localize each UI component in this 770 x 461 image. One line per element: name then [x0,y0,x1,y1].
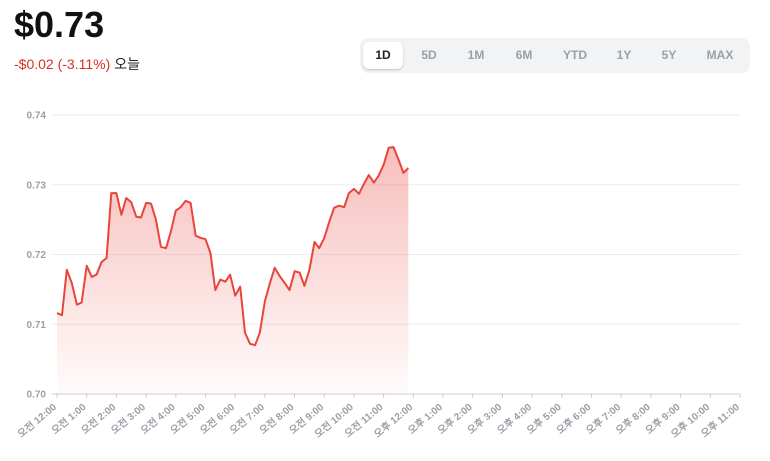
y-tick-label: 0.70 [27,390,47,401]
range-button[interactable]: 6M [515,48,533,62]
range-button[interactable]: 5Y [661,48,677,62]
change: -$0.02 (-3.11%) [14,56,111,72]
y-tick-label: 0.74 [27,111,47,122]
price: $0.73 [14,4,105,45]
price-change: -$0.02 (-3.11%) 오늘 [14,54,140,74]
y-tick-label: 0.73 [27,180,47,191]
range-button[interactable]: YTD [563,48,587,62]
range-button[interactable]: MAX [706,48,734,62]
range-button[interactable]: 1Y [616,48,632,62]
range-button[interactable]: 1M [467,48,485,62]
range-button[interactable]: 5D [421,48,437,62]
range-selector: 1D 5D 1M 6M YTD 1Y 5Y MAX [360,38,750,73]
line [56,146,410,347]
x-tick-label: 오전 12:00 [15,400,60,440]
period: 오늘 [114,56,140,72]
range-button[interactable]: 1D [363,42,403,69]
y-tick-label: 0.71 [27,320,47,331]
y-tick-label: 0.72 [27,250,47,261]
area [57,147,409,394]
